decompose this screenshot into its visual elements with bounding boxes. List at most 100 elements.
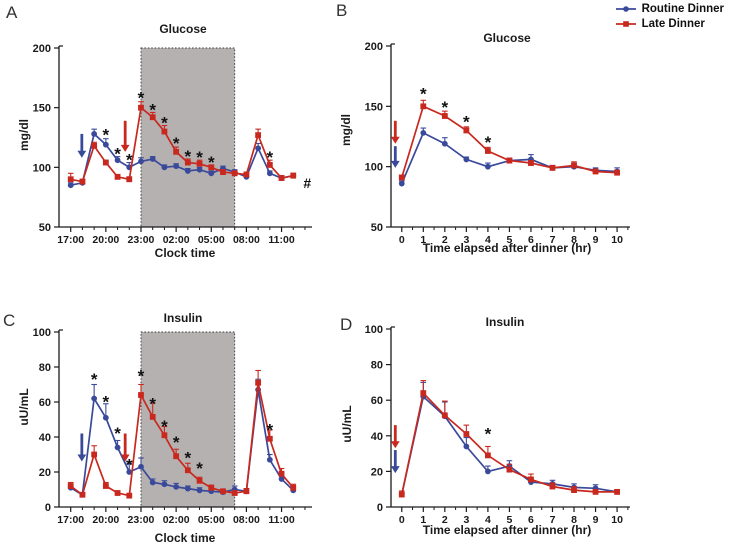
panel-d-title: Insulin xyxy=(485,315,525,329)
dinner-arrow-routine-dinner xyxy=(390,450,400,474)
x-tick-label: 23:00 xyxy=(128,514,155,526)
series-late-dinner xyxy=(398,99,620,181)
x-tick-label: 3 xyxy=(463,234,469,246)
significance-asterisk: * xyxy=(126,456,133,475)
significance-asterisk: * xyxy=(442,98,449,117)
x-tick-label: 05:00 xyxy=(198,234,225,246)
significance-asterisk: * xyxy=(114,424,121,443)
y-tick-label: 100 xyxy=(33,162,51,174)
series-late-dinner xyxy=(67,101,297,185)
x-tick-label: 4 xyxy=(485,234,491,246)
y-tick-label: 100 xyxy=(365,324,383,336)
x-tick-label: 9 xyxy=(593,514,599,526)
dinner-arrow-routine-dinner xyxy=(77,133,87,158)
legend-item-late-dinner: Late Dinner xyxy=(615,18,724,30)
dinner-arrow-routine-dinner xyxy=(77,433,87,462)
x-tick-label: 11:00 xyxy=(268,234,294,246)
y-tick-label: 60 xyxy=(39,397,51,409)
dinner-arrow-routine-dinner xyxy=(390,146,400,168)
x-tick-label: 7 xyxy=(550,514,556,526)
legend-marker-circle xyxy=(615,6,636,12)
significance-asterisk: * xyxy=(161,417,168,436)
panel-c-plot: 0 20 40 60 80 100 17:00 20:00 23:00 02:00 05:00 08:… xyxy=(33,327,312,526)
x-tick-label: 5 xyxy=(507,514,513,526)
x-tick-label: 02:00 xyxy=(163,514,190,526)
significance-asterisk: * xyxy=(138,89,145,108)
y-tick-label: 40 xyxy=(39,432,51,444)
panel-b-title: Glucose xyxy=(483,31,531,45)
significance-asterisk: * xyxy=(126,151,133,170)
y-tick-label: 150 xyxy=(365,101,383,113)
x-tick-label: 8 xyxy=(571,514,577,526)
dinner-arrow-late-dinner xyxy=(390,120,400,144)
panel-b-plot: 50 100 150 200 0 1 2 3 4 5 6 7 8 9 10 * * * * xyxy=(365,41,630,246)
y-tick-label: 50 xyxy=(371,222,383,234)
axes: 0 20 40 60 80 100 0 1 2 3 4 5 6 7 8 9 10 xyxy=(365,324,630,526)
x-tick-label: 20:00 xyxy=(92,514,119,526)
y-tick-label: 100 xyxy=(33,327,51,339)
y-tick-label: 40 xyxy=(371,431,383,443)
x-tick-label: 5 xyxy=(507,234,513,246)
significance-asterisk: * xyxy=(463,112,470,131)
significance-asterisk: * xyxy=(114,145,121,164)
significance-asterisk: * xyxy=(149,100,156,119)
panel-d-letter: D xyxy=(340,315,353,334)
significance-asterisk: * xyxy=(267,421,274,440)
x-tick-label: 02:00 xyxy=(163,234,190,246)
dinner-arrow-late-dinner xyxy=(120,433,130,462)
panel-c-letter: C xyxy=(3,311,16,330)
shaded-night-region xyxy=(140,47,236,228)
x-tick-label: 7 xyxy=(550,234,556,246)
significance-asterisk: * xyxy=(138,366,145,385)
y-tick-label: 200 xyxy=(365,41,383,53)
shaded-night-region xyxy=(140,331,236,508)
significance-asterisk: * xyxy=(103,393,110,412)
significance-asterisk: * xyxy=(161,114,168,133)
series-late-dinner xyxy=(398,380,620,498)
x-tick-label: 2 xyxy=(442,234,448,246)
significance-asterisk: * xyxy=(173,433,180,452)
x-tick-label: 6 xyxy=(528,234,534,246)
x-tick-label: 8 xyxy=(571,234,577,246)
significance-asterisk: * xyxy=(208,153,215,172)
y-tick-label: 100 xyxy=(365,162,383,174)
x-tick-label: 10 xyxy=(611,514,623,526)
panel-c-title: Insulin xyxy=(163,311,203,325)
x-tick-label: 1 xyxy=(420,234,426,246)
significance-asterisk: * xyxy=(103,126,110,145)
x-tick-label: 0 xyxy=(399,234,405,246)
significance-asterisk: * xyxy=(173,134,180,153)
significance-asterisk: * xyxy=(185,147,192,166)
panel-d-plot: 0 20 40 60 80 100 0 1 2 3 4 5 6 7 8 9 10 * xyxy=(365,324,630,526)
panel-a-letter: A xyxy=(6,3,18,22)
dinner-arrow-late-dinner xyxy=(390,425,400,449)
panel-a-title: Glucose xyxy=(159,22,207,36)
x-tick-label: 4 xyxy=(485,514,491,526)
axes: 50 100 150 200 0 1 2 3 4 5 6 7 8 9 10 xyxy=(365,41,630,246)
significance-asterisk: * xyxy=(91,370,98,389)
x-tick-label: 10 xyxy=(611,234,623,246)
x-tick-label: 17:00 xyxy=(57,234,84,246)
panel-a-xlabel: Clock time xyxy=(154,246,216,260)
y-tick-label: 0 xyxy=(45,502,51,514)
y-tick-label: 200 xyxy=(33,43,51,55)
legend-marker-square xyxy=(615,21,636,27)
panel-b-letter: B xyxy=(336,1,348,20)
hash-annotation: # xyxy=(303,175,311,191)
series-routine-dinner xyxy=(398,127,620,187)
x-tick-label: 08:00 xyxy=(233,234,260,246)
y-tick-label: 80 xyxy=(371,360,383,372)
panel-a-plot: 50 100 150 200 17:00 20:00 23:00 02:00 05:00 08:0… xyxy=(33,43,312,246)
panel-d-xlabel: Time elapsed after dinner (hr) xyxy=(422,523,592,537)
significance-asterisk: * xyxy=(149,394,156,413)
y-tick-label: 150 xyxy=(33,103,51,115)
y-tick-label: 20 xyxy=(39,467,51,479)
panel-c-xlabel: Clock time xyxy=(154,531,216,545)
axes: 50 100 150 200 17:00 20:00 23:00 02:00 05:00 08:0… xyxy=(33,43,312,246)
legend-label: Late Dinner xyxy=(641,18,705,30)
significance-asterisk: * xyxy=(185,449,192,468)
panel-b-xlabel: Time elapsed after dinner (hr) xyxy=(422,241,592,255)
series-routine-dinner xyxy=(398,381,620,498)
y-tick-label: 20 xyxy=(371,466,383,478)
y-tick-label: 60 xyxy=(371,395,383,407)
